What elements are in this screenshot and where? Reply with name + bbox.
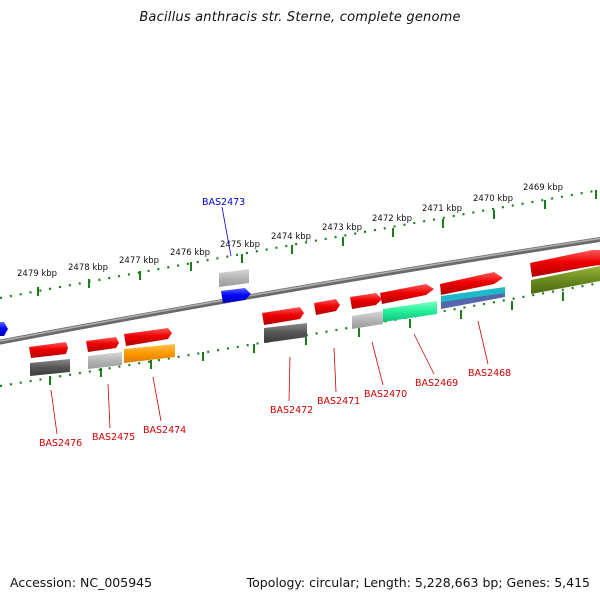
gene-box[interactable] xyxy=(441,293,505,309)
gene-arrow-forward[interactable] xyxy=(440,272,503,295)
gene-box[interactable] xyxy=(531,266,600,294)
gene-arrow-forward[interactable] xyxy=(314,299,340,315)
kbp-label: 2473 kbp xyxy=(322,223,362,233)
gene-label[interactable]: BAS2468 xyxy=(468,368,511,379)
gene-box[interactable] xyxy=(264,323,307,343)
map-title: Bacillus anthracis str. Sterne, complete… xyxy=(139,10,461,25)
kbp-label: 2478 kbp xyxy=(68,263,108,273)
gene-box[interactable] xyxy=(30,359,70,376)
gene-label[interactable]: BAS2470 xyxy=(364,389,407,400)
gene-arrow-forward[interactable] xyxy=(380,284,434,304)
gene-box[interactable] xyxy=(88,352,122,369)
gene-arrow-forward[interactable] xyxy=(86,337,119,352)
gene-arrow-highlight[interactable] xyxy=(0,322,8,336)
gene-arrow-forward[interactable] xyxy=(124,328,172,346)
genome-backbone-highlight xyxy=(0,237,600,342)
accession-text: Accession: NC_005945 xyxy=(10,575,153,590)
gene-label[interactable]: BAS2469 xyxy=(415,378,458,389)
kbp-label: 2479 kbp xyxy=(17,269,57,279)
genome-stats-text: Topology: circular; Length: 5,228,663 bp… xyxy=(246,575,590,590)
gene-label[interactable]: BAS2471 xyxy=(317,396,360,407)
upper-major-ticks xyxy=(37,190,597,296)
gene-label[interactable]: BAS2476 xyxy=(39,438,82,449)
gene-box[interactable] xyxy=(219,269,249,287)
kbp-label: 2477 kbp xyxy=(119,256,159,266)
kbp-label: 2475 kbp xyxy=(220,240,260,250)
gene-label[interactable]: BAS2475 xyxy=(92,432,135,443)
gene-arrow-forward[interactable] xyxy=(221,288,251,303)
gene-arrow-forward[interactable] xyxy=(350,293,382,309)
gene-label[interactable]: BAS2474 xyxy=(143,425,186,436)
genome-backbone xyxy=(0,236,600,345)
gene-box[interactable] xyxy=(352,311,383,329)
gene-label[interactable]: BAS2472 xyxy=(270,405,313,416)
lower-major-ticks xyxy=(49,292,564,385)
gene-arrow-forward[interactable] xyxy=(29,342,68,358)
gene-box[interactable] xyxy=(383,301,437,322)
kbp-label: 2472 kbp xyxy=(372,214,412,224)
kbp-label: 2470 kbp xyxy=(473,194,513,204)
label-leader-top xyxy=(221,206,232,257)
gene-arrow-forward[interactable] xyxy=(530,250,600,277)
kbp-label: 2469 kbp xyxy=(523,183,563,193)
kbp-label: 2471 kbp xyxy=(422,204,462,214)
gene-box[interactable] xyxy=(124,344,175,363)
kbp-label: 2476 kbp xyxy=(170,248,210,258)
kbp-label: 2474 kbp xyxy=(271,232,311,242)
gene-label-top[interactable]: BAS2473 xyxy=(202,197,245,208)
gene-arrow-forward[interactable] xyxy=(262,307,304,325)
gene-box[interactable] xyxy=(441,287,505,303)
label-leaders xyxy=(50,320,489,435)
